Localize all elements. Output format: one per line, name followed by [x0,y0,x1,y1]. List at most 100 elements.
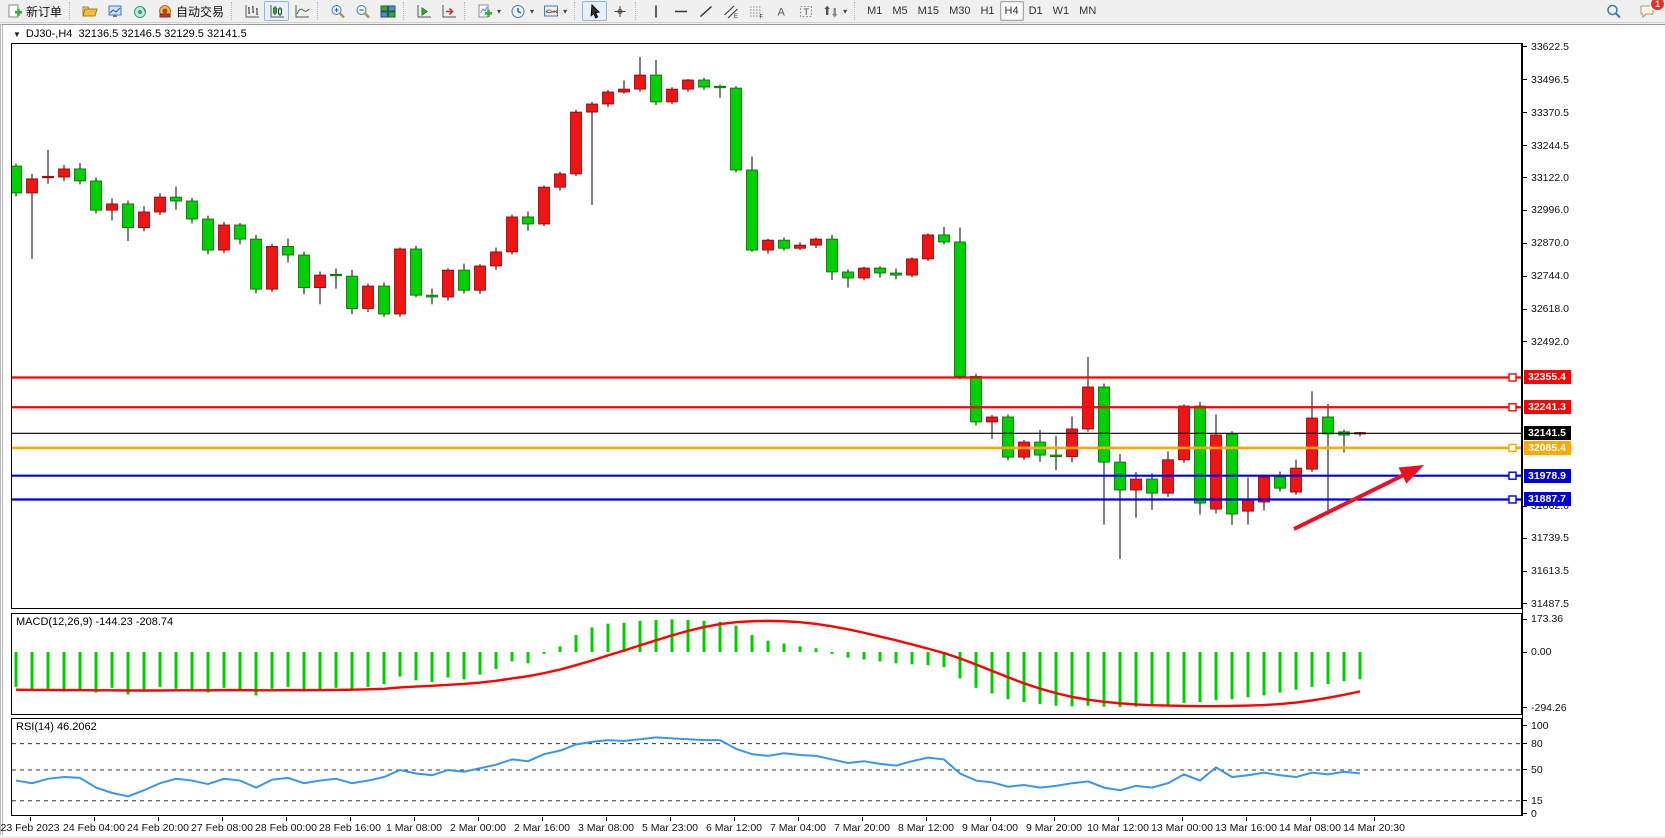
trendline-button[interactable] [693,1,718,21]
axis-tick [1523,725,1527,727]
candle-up [1210,434,1222,510]
level-price-tag: 31887.7 [1524,492,1571,507]
timeframe-h1-button[interactable]: H1 [980,5,995,17]
timeframe-d1-button[interactable]: D1 [1028,5,1043,17]
axis-tick [1523,145,1527,147]
search-button[interactable] [1601,1,1626,21]
line-icon [293,3,310,19]
candle-up [1242,498,1254,512]
timeframe-mn-button[interactable]: MN [1079,5,1097,17]
signals-button[interactable] [127,1,152,21]
timeframe-m30-button[interactable]: M30 [949,5,971,17]
new-order-button[interactable]: 新订单 [2,1,66,21]
vertical-line-button[interactable] [643,1,668,21]
candle-up [618,88,630,93]
chevron-down-icon[interactable]: ▼ [13,30,21,39]
candle-down [330,273,342,277]
text-label-button[interactable]: T [793,1,818,21]
vline-icon [647,3,664,19]
candle-down [74,168,86,182]
indicators-button[interactable]: ▾ [472,1,505,21]
zoom-out-button[interactable] [350,1,375,21]
time-tick [350,817,351,821]
candle-up [810,238,822,246]
horizontal-line-button[interactable] [668,1,693,21]
channel-icon: E [722,3,739,19]
toolbar-separator [635,2,640,20]
timeframe-m15-button[interactable]: M15 [917,5,940,17]
folder-icon [81,3,98,19]
periods-button[interactable]: ▾ [505,1,538,21]
candle-up [602,91,614,105]
toolbar-separator [69,2,74,20]
dropdown-caret-icon[interactable]: ▾ [530,6,535,16]
toolbar-separator [403,2,408,20]
candle-down [874,267,886,274]
time-label: 28 Feb 16:00 [319,822,381,834]
candle-down [1194,405,1206,504]
level-line-handle [1508,373,1517,382]
fibonacci-button[interactable]: F [743,1,768,21]
candle-up [762,239,774,251]
candle-down [778,239,790,249]
time-tick [1374,817,1375,821]
candle-up [154,196,166,213]
open-folder-button[interactable] [77,1,102,21]
candle-down [234,224,246,240]
dropdown-caret-icon[interactable]: ▾ [497,6,502,16]
time-axis[interactable]: 23 Feb 2023 24 Feb 04:00 24 Feb 20:00 27 Fe… [1,817,1665,836]
cursor-button[interactable] [582,1,608,21]
main-price-pane[interactable] [11,43,1522,609]
candle-down [698,79,710,88]
time-tick [670,817,671,821]
dropdown-caret-icon[interactable]: ▾ [563,6,568,16]
svg-text:T: T [803,7,809,17]
axis-tick [1523,769,1527,771]
macd-indicator-pane[interactable]: MACD(12,26,9) -144.23 -208.74 [11,613,1522,715]
notifications-button[interactable]: 1 [1634,0,1665,21]
time-label: 7 Mar 04:00 [769,822,827,834]
candle-chart-mode-button[interactable] [264,1,290,21]
zoom-in-button[interactable] [325,1,350,21]
chart-window: ▼ DJ30-,H4 32136.5 32146.5 32129.5 32141.… [0,24,1665,836]
line-chart-mode-button[interactable] [289,1,314,21]
rsi-chart-canvas[interactable] [12,719,1521,815]
text-button[interactable]: A [768,1,793,21]
candlestick-chart-canvas[interactable] [12,44,1521,608]
bar-chart-mode-button[interactable] [239,1,264,21]
equidistant-channel-button[interactable]: E [718,1,743,21]
rsi-indicator-pane[interactable]: RSI(14) 46.2062 [11,718,1522,816]
timeframe-m1-button[interactable]: M1 [867,5,883,17]
timeframe-m5-button[interactable]: M5 [892,5,908,17]
time-tick [414,817,415,821]
candle-down [746,169,758,251]
tile-windows-button[interactable] [375,1,400,21]
auto-scroll-button[interactable] [411,1,436,21]
timeframe-h4-button[interactable]: H4 [999,1,1024,21]
monitor-icon [106,3,123,19]
axis-label: 31739.5 [1531,532,1569,545]
candle-up [506,216,518,253]
candle-down [202,218,214,251]
crosshair-button[interactable] [607,1,632,21]
candle-up [1306,417,1318,470]
arrows-button[interactable]: ▾ [818,1,851,21]
dropdown-caret-icon[interactable]: ▾ [843,6,848,16]
chart-shift-button[interactable] [436,1,461,21]
market-watch-button[interactable] [102,1,127,21]
time-label: 2 Mar 16:00 [513,822,571,834]
candle-up [1130,478,1142,491]
axis-label: 100 [1531,719,1549,732]
candle-up [986,416,998,423]
macd-chart-canvas[interactable] [12,614,1521,714]
axis-label: 33370.5 [1531,106,1569,119]
candle-down [1226,433,1238,515]
auto-trading-button[interactable]: 自动交易 [152,1,228,21]
templates-button[interactable]: ▾ [538,1,571,21]
time-label: 2 Mar 00:00 [449,822,507,834]
candle-up [1258,476,1270,503]
time-label: 10 Mar 12:00 [1087,822,1149,834]
price-axis[interactable]: 33622.5 33496.5 33370.5 33244.5 33122.0 32996… [1522,41,1665,820]
time-tick [798,817,799,821]
timeframe-w1-button[interactable]: W1 [1052,5,1070,17]
